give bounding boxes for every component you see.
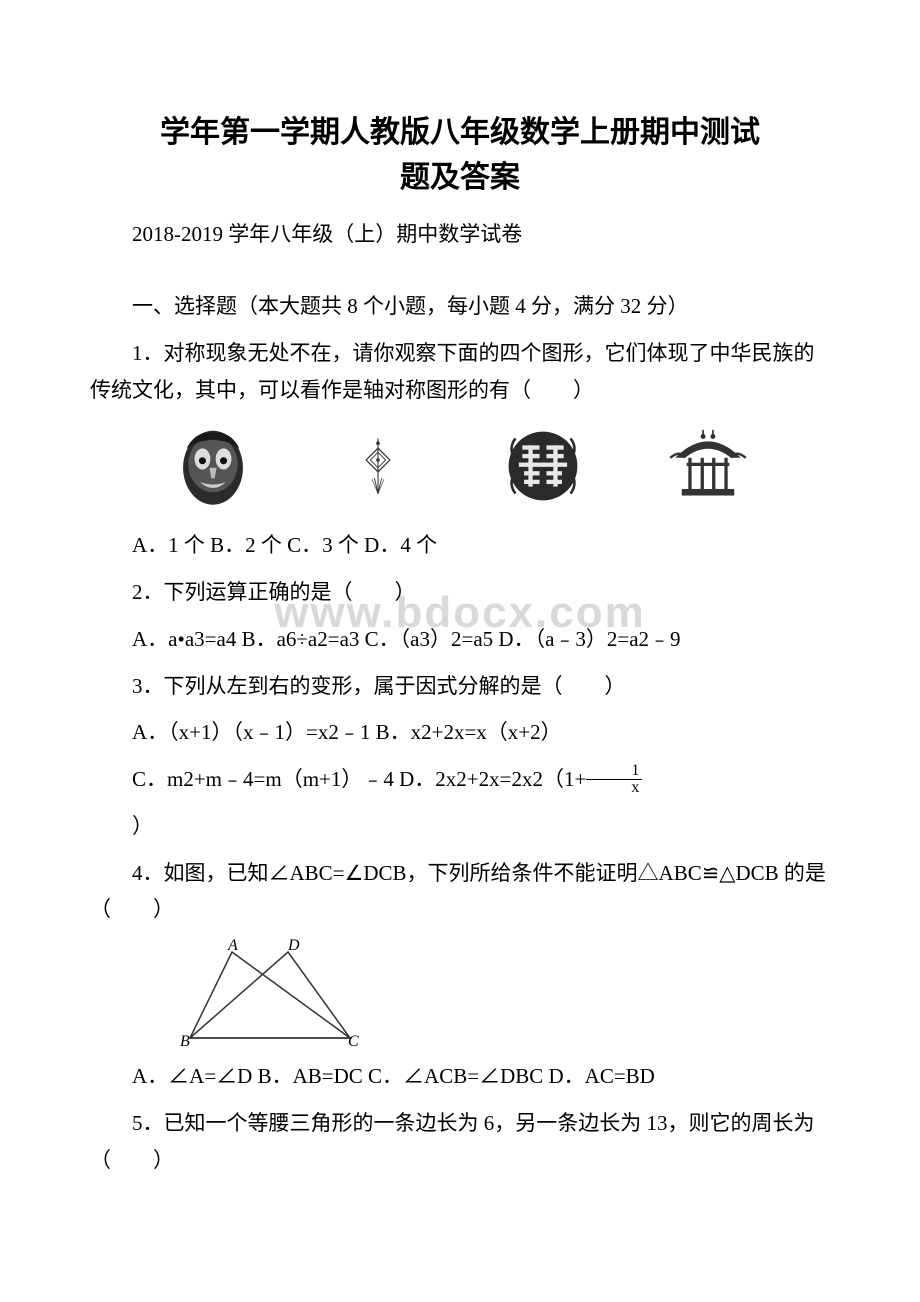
question-3-options-cd-close: ）	[90, 808, 830, 845]
fraction-1-over-x: 1x	[586, 763, 642, 796]
section-heading: 一、选择题（本大题共 8 个小题，每小题 4 分，满分 32 分）	[90, 288, 830, 325]
title-line-1: 学年第一学期人教版八年级数学上册期中测试	[160, 116, 760, 149]
question-4-text: 4．如图，已知∠ABC=∠DCB，下列所给条件不能证明△ABC≌△DCB 的是（…	[90, 855, 830, 929]
question-3-options-cd: C．m2+m﹣4=m（m+1）﹣4 D．2x2+2x=2x2（1+1x	[90, 761, 830, 798]
question-4-options: A．∠A=∠D B．AB=DC C．∠ACB=∠DBC D．AC=BD	[90, 1058, 830, 1095]
question-3-options-ab: A．（x+1）（x﹣1）=x2﹣1 B．x2+2x=x（x+2）	[90, 714, 830, 751]
label-D: D	[287, 938, 300, 954]
label-A: A	[227, 938, 238, 954]
fraction-denominator: x	[586, 780, 642, 796]
question-1-figures	[130, 418, 790, 513]
question-2-text: 2．下列运算正确的是（ ）	[90, 574, 830, 611]
figure-chinese-knot	[328, 421, 428, 511]
label-B: B	[180, 1033, 190, 1048]
question-4-figure: A D B C	[180, 938, 360, 1048]
document-title: 学年第一学期人教版八年级数学上册期中测试 题及答案	[90, 110, 830, 200]
document-content: 学年第一学期人教版八年级数学上册期中测试 题及答案 2018-2019 学年八年…	[90, 110, 830, 1178]
figure-double-happiness	[493, 421, 593, 511]
question-1-text: 1．对称现象无处不在，请你观察下面的四个图形，它们体现了中华民族的传统文化，其中…	[90, 335, 830, 409]
q3-optc-pre: C．m2+m﹣4=m（m+1）﹣4 D．2x2+2x=2x2（1+	[132, 767, 586, 791]
fraction-numerator: 1	[586, 763, 642, 780]
question-5-text: 5．已知一个等腰三角形的一条边长为 6，另一条边长为 13，则它的周长为（ ）	[90, 1105, 830, 1179]
document-subtitle: 2018-2019 学年八年级（上）期中数学试卷	[90, 218, 830, 248]
label-C: C	[348, 1033, 359, 1048]
question-3-text: 3．下列从左到右的变形，属于因式分解的是（ ）	[90, 668, 830, 705]
title-line-2: 题及答案	[400, 161, 520, 194]
figure-pavilion	[658, 421, 758, 511]
question-2-options: A．a•a3=a4 B．a6÷a2=a3 C．（a3）2=a5 D．（a﹣3）2…	[90, 621, 830, 658]
question-1-options: A．1 个 B．2 个 C．3 个 D．4 个	[90, 527, 830, 564]
figure-opera-mask	[163, 421, 263, 511]
